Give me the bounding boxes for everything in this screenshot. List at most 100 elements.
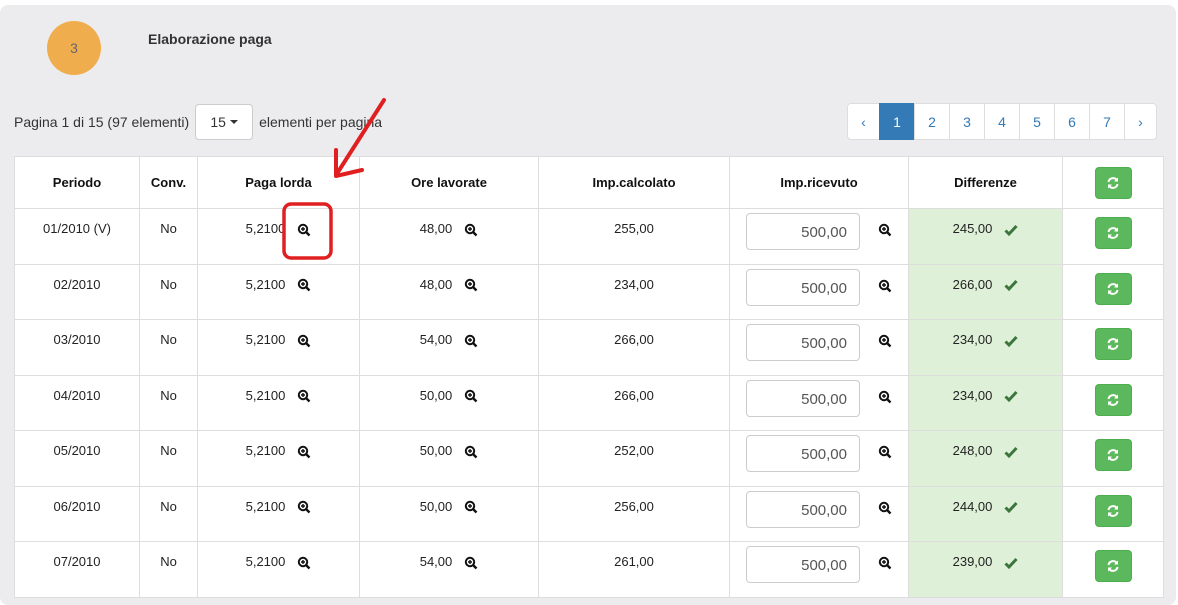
refresh-button[interactable] <box>1094 494 1132 527</box>
cell-conv: No <box>139 430 198 487</box>
zoom-in-icon[interactable] <box>878 501 892 515</box>
check-icon <box>1004 224 1018 236</box>
zoom-in-icon[interactable] <box>464 556 478 570</box>
diff-value: 245,00 <box>952 221 993 236</box>
cell-imp-ricevuto: 500,00 <box>729 430 909 487</box>
refresh-button[interactable] <box>1094 217 1132 249</box>
next-page-button[interactable]: › <box>1124 103 1157 140</box>
zoom-in-icon[interactable] <box>464 445 478 459</box>
page-6-button[interactable]: 6 <box>1054 103 1090 140</box>
zoom-in-icon[interactable] <box>297 500 311 514</box>
cell-imp-calcolato: 234,00 <box>538 263 730 320</box>
page-title: Elaborazione paga <box>148 31 272 47</box>
cell-periodo: 05/2010 <box>14 430 140 487</box>
table-row: 05/2010 No 5,2100 50,00 252,00 500,00 24… <box>14 430 1164 487</box>
imp-ricevuto-input[interactable]: 500,00 <box>746 435 860 472</box>
zoom-in-icon[interactable] <box>464 223 478 237</box>
refresh-button[interactable] <box>1094 383 1132 416</box>
zoom-in-icon[interactable] <box>878 334 892 348</box>
prev-page-button[interactable]: ‹ <box>847 103 880 140</box>
diff-value: 244,00 <box>952 498 993 514</box>
cell-differenze: 234,00 <box>908 374 1063 431</box>
cell-periodo: 06/2010 <box>14 485 140 542</box>
zoom-in-icon[interactable] <box>464 278 478 292</box>
cell-conv: No <box>139 263 198 320</box>
cell-imp-calcolato: 252,00 <box>538 430 730 487</box>
zoom-in-icon[interactable] <box>297 278 311 292</box>
cell-periodo: 07/2010 <box>14 541 140 598</box>
zoom-in-icon[interactable] <box>878 445 892 459</box>
page-4-button[interactable]: 4 <box>984 103 1020 140</box>
zoom-in-icon[interactable] <box>878 279 892 293</box>
pager-info-text: Pagina 1 di 15 (97 elementi) <box>14 114 190 130</box>
header-periodo: Periodo <box>14 156 140 209</box>
pagination: ‹ 1 2 3 4 5 6 7 › <box>847 103 1157 140</box>
cell-imp-calcolato: 266,00 <box>538 374 730 431</box>
check-icon <box>1004 335 1018 347</box>
imp-ricevuto-input[interactable]: 500,00 <box>746 490 860 528</box>
paga-lorda-value: 5,2100 <box>245 221 286 236</box>
refresh-button[interactable] <box>1094 439 1132 471</box>
cell-conv: No <box>139 374 198 431</box>
diff-value: 234,00 <box>952 387 993 403</box>
cell-ore-lavorate: 54,00 <box>359 319 539 376</box>
table-row: 06/2010 No 5,2100 50,00 256,00 500,00 24… <box>14 485 1164 542</box>
zoom-in-icon[interactable] <box>297 445 311 459</box>
paga-lorda-value: 5,2100 <box>245 443 286 458</box>
refresh-button[interactable] <box>1094 166 1132 199</box>
refresh-icon <box>1107 393 1119 406</box>
header-refresh-all <box>1062 156 1164 209</box>
zoom-in-icon[interactable] <box>297 334 311 348</box>
zoom-in-icon[interactable] <box>297 556 311 570</box>
cell-ore-lavorate: 48,00 <box>359 263 539 320</box>
imp-ricevuto-input[interactable]: 500,00 <box>746 546 860 583</box>
zoom-in-icon[interactable] <box>464 334 478 348</box>
imp-ricevuto-input[interactable]: 500,00 <box>746 324 860 361</box>
cell-imp-ricevuto: 500,00 <box>729 485 909 542</box>
page-1-button[interactable]: 1 <box>879 103 915 140</box>
refresh-button[interactable] <box>1094 272 1132 305</box>
cell-differenze: 244,00 <box>908 485 1063 542</box>
table-row: 03/2010 No 5,2100 54,00 266,00 500,00 23… <box>14 319 1164 376</box>
zoom-in-icon[interactable] <box>878 556 892 570</box>
zoom-in-icon[interactable] <box>297 223 311 237</box>
refresh-icon <box>1107 176 1119 189</box>
zoom-in-icon[interactable] <box>464 389 478 403</box>
imp-ricevuto-input[interactable]: 500,00 <box>746 268 860 306</box>
zoom-in-icon[interactable] <box>878 390 892 404</box>
paga-lorda-value: 5,2100 <box>245 554 286 569</box>
imp-ricevuto-input[interactable]: 500,00 <box>746 213 860 250</box>
paga-lorda-value: 5,2100 <box>245 387 286 403</box>
cell-imp-ricevuto: 500,00 <box>729 541 909 598</box>
caret-down-icon <box>229 120 238 124</box>
cell-differenze: 266,00 <box>908 263 1063 320</box>
step-badge: 3 <box>47 21 101 75</box>
cell-ore-lavorate: 50,00 <box>359 485 539 542</box>
cell-paga-lorda: 5,2100 <box>197 208 360 265</box>
page-5-button[interactable]: 5 <box>1019 103 1055 140</box>
page-2-button[interactable]: 2 <box>914 103 950 140</box>
check-icon <box>1004 502 1018 514</box>
cell-differenze: 234,00 <box>908 319 1063 376</box>
imp-ricevuto-input[interactable]: 500,00 <box>746 379 860 417</box>
zoom-in-icon[interactable] <box>878 223 892 237</box>
page-size-select[interactable]: 15 <box>195 104 254 140</box>
page-3-button[interactable]: 3 <box>949 103 985 140</box>
refresh-icon <box>1107 560 1119 572</box>
cell-actions <box>1062 430 1164 487</box>
table-row: 07/2010 No 5,2100 54,00 261,00 500,00 23… <box>14 541 1164 598</box>
refresh-button[interactable] <box>1094 328 1132 360</box>
ore-value: 54,00 <box>419 332 453 347</box>
refresh-button[interactable] <box>1094 550 1132 582</box>
cell-paga-lorda: 5,2100 <box>197 541 360 598</box>
table-row: 04/2010 No 5,2100 50,00 266,00 500,00 23… <box>14 374 1164 431</box>
refresh-icon <box>1107 338 1119 350</box>
table-row: 01/2010 (V) No 5,2100 48,00 255,00 500,0… <box>14 208 1164 265</box>
zoom-in-icon[interactable] <box>464 500 478 514</box>
page-7-button[interactable]: 7 <box>1089 103 1125 140</box>
cell-differenze: 248,00 <box>908 430 1063 487</box>
zoom-in-icon[interactable] <box>297 389 311 403</box>
diff-value: 234,00 <box>952 332 993 347</box>
cell-actions <box>1062 319 1164 376</box>
cell-imp-calcolato: 255,00 <box>538 208 730 265</box>
